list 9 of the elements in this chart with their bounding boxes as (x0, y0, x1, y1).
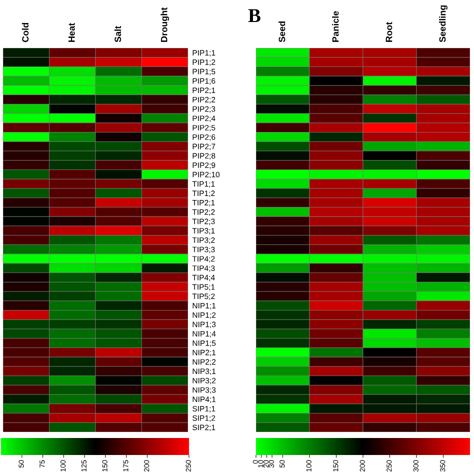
x-tick-label: Seed (278, 21, 286, 42)
x-tick-label: Cold (22, 22, 29, 42)
x-tick-label: Heat (68, 22, 75, 42)
x-tick-label: Seedling (439, 5, 448, 42)
chart-title: B (248, 9, 260, 22)
x-tick-label: Salt (114, 26, 122, 42)
x-tick-label: Panicle (332, 11, 339, 42)
x-tick-label: Root (386, 22, 392, 42)
x-tick-label: Drought (160, 7, 170, 42)
